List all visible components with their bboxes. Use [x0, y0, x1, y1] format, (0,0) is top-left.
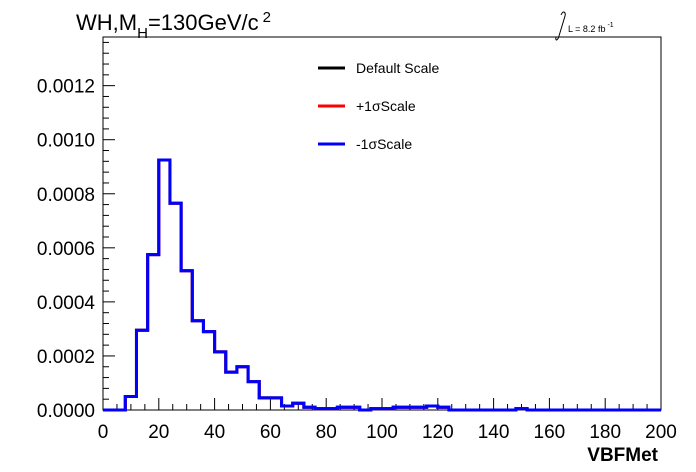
- series-group: [103, 158, 661, 412]
- legend-label: +1σScale: [356, 98, 416, 114]
- x-tick-label: 200: [645, 422, 677, 443]
- x-tick-label: 180: [589, 422, 621, 443]
- y-tick-label: 0.0000: [37, 401, 95, 422]
- chart-title: WH,MH=130GeV/c 2: [76, 9, 271, 42]
- title-rest: =130GeV/c: [148, 10, 259, 35]
- lumi-label: L = 8.2 fb -1: [568, 22, 614, 34]
- title-subscript: H: [137, 25, 148, 42]
- x-tick-label: 40: [204, 422, 225, 443]
- y-tick-label: 0.0004: [37, 293, 96, 314]
- series-line-1: [103, 158, 661, 412]
- x-tick-label: 60: [260, 422, 281, 443]
- series-line-2: [103, 158, 661, 412]
- legend-label: -1σScale: [356, 136, 412, 152]
- x-tick-label: 20: [148, 422, 169, 443]
- x-tick-label: 80: [316, 422, 337, 443]
- x-tick-label: 120: [422, 422, 454, 443]
- title-main: WH,M: [76, 10, 137, 35]
- x-tick-label: 0: [98, 422, 109, 443]
- legend-label: Default Scale: [356, 60, 439, 76]
- y-tick-label: 0.0010: [37, 131, 95, 152]
- title-superscript: 2: [263, 9, 271, 26]
- x-tick-label: 160: [534, 422, 566, 443]
- series-line-0: [103, 158, 661, 412]
- y-tick-label: 0.0002: [37, 347, 95, 368]
- y-tick-label: 0.0012: [37, 77, 95, 98]
- x-tick-label: 100: [366, 422, 398, 443]
- lumi-superscript: -1: [607, 22, 613, 29]
- y-tick-label: 0.0006: [37, 239, 95, 260]
- x-tick-label: 140: [478, 422, 510, 443]
- lumi-text: L = 8.2 fb: [568, 24, 605, 34]
- x-axis-title: VBFMet: [587, 445, 658, 466]
- y-tick-label: 0.0008: [37, 185, 95, 206]
- integral-sign-icon: [555, 11, 566, 41]
- plot-frame: [102, 36, 662, 411]
- legend: Default Scale +1σScale -1σScale: [318, 60, 439, 152]
